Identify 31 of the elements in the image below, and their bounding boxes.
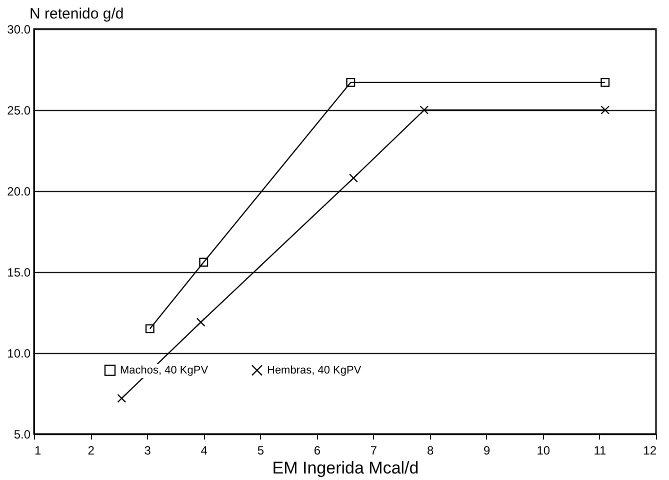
- y-tick-label: 15.0: [7, 266, 31, 280]
- y-tick-label: 10.0: [7, 346, 31, 360]
- point: [145, 324, 154, 334]
- x-tick-label: 12: [643, 444, 657, 458]
- x-tick-label: 4: [200, 444, 208, 458]
- y-tick-label: 5.0: [14, 428, 31, 442]
- x-tick-label: 10: [536, 444, 550, 458]
- y-tick-label: 25.0: [7, 104, 31, 118]
- y-tick-label: 20.0: [7, 184, 31, 198]
- x-tick-label: 3: [144, 444, 152, 458]
- x-tick-label: 7: [370, 444, 378, 458]
- x-tick-label: 11: [594, 444, 607, 458]
- point: [117, 394, 126, 403]
- point: [349, 174, 358, 183]
- x-tick-label: 8: [426, 444, 434, 458]
- point: [346, 78, 356, 87]
- x-tick-label: 2: [88, 444, 95, 458]
- x-tick-label: 9: [484, 444, 491, 458]
- legend-label: Machos, 40 KgPV: [120, 364, 209, 376]
- y-tick-label: 30.0: [7, 22, 31, 36]
- x-tick-label: 1: [34, 444, 42, 458]
- x-tick-label: 5: [257, 444, 264, 458]
- point: [199, 258, 208, 267]
- point: [600, 106, 610, 114]
- y-axis-title: N retenido g/d: [30, 6, 124, 22]
- x-axis-title: EM Ingerida Mcal/d: [272, 458, 419, 478]
- x-tick-label: 6: [314, 444, 321, 458]
- point: [196, 318, 206, 327]
- point: [600, 78, 610, 87]
- legend-label: Hembras, 40 KgPV: [267, 364, 362, 376]
- point: [420, 106, 429, 114]
